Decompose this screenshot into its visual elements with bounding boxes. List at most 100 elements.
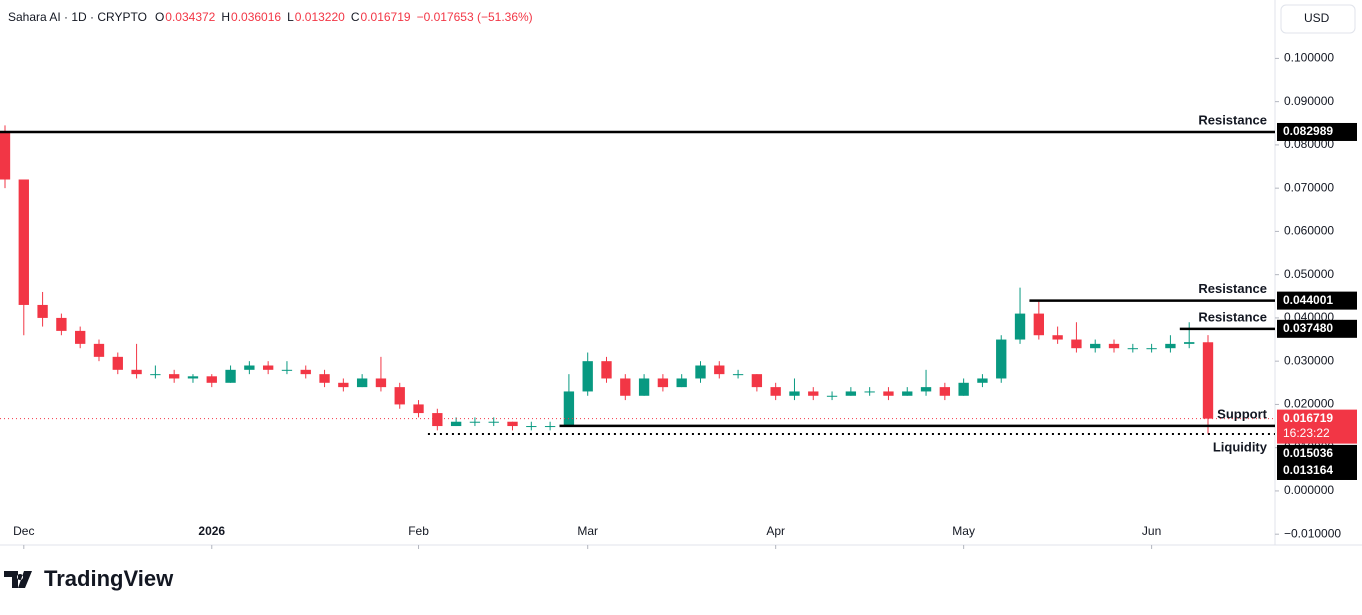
x-tick-label: Dec <box>13 524 34 538</box>
candle-body <box>131 369 142 375</box>
candle-body <box>1090 343 1101 349</box>
x-tick-label: Mar <box>577 524 598 538</box>
candle-body <box>958 382 969 396</box>
y-tick-label: 0.060000 <box>1284 224 1334 238</box>
candle-body <box>620 378 631 396</box>
candle-body <box>789 391 800 396</box>
candle-body <box>920 387 932 392</box>
candle-body <box>262 365 274 370</box>
candle-body <box>338 382 349 388</box>
change: −0.017653 (−51.36%) <box>417 10 533 24</box>
candle-body <box>601 361 612 379</box>
ohlc-value: 0.016719 <box>361 10 411 24</box>
y-tick-label: 0.050000 <box>1284 267 1334 281</box>
candle-body <box>770 387 781 396</box>
candle-body <box>507 421 518 427</box>
price-badge-label: 0.015036 <box>1283 446 1333 460</box>
level-name: Resistance <box>1198 309 1267 324</box>
currency[interactable]: USD <box>1304 11 1330 25</box>
x-tick-label: May <box>952 524 975 538</box>
candle-body <box>432 413 443 427</box>
candle-body <box>450 421 462 427</box>
candle-body <box>281 369 293 371</box>
candle-body <box>169 374 180 379</box>
candle-body <box>300 369 311 375</box>
candle-body <box>93 343 105 357</box>
candle-body <box>112 356 123 370</box>
candle-body <box>469 421 481 423</box>
ohlc-key: O <box>155 10 164 24</box>
y-tick-label: 0.000000 <box>1284 483 1334 497</box>
level-name: Resistance <box>1198 281 1267 296</box>
candle-body <box>864 391 875 393</box>
candle-body <box>1014 313 1026 340</box>
last-price-label: 0.016719 <box>1283 411 1333 425</box>
logo: TradingView <box>4 566 174 591</box>
price-badge-label: 0.082989 <box>1283 124 1333 138</box>
candle-body <box>657 378 669 388</box>
candle-body <box>563 391 575 427</box>
price-badge-label: 0.037480 <box>1283 321 1333 335</box>
candle-body <box>319 374 330 383</box>
y-tick-label: 0.070000 <box>1284 180 1334 194</box>
price-badge <box>1277 319 1357 338</box>
candle-body <box>18 179 29 305</box>
candle-body <box>0 131 11 180</box>
candle-body <box>225 369 236 383</box>
candle-body <box>1033 313 1044 336</box>
candle-body <box>75 330 86 344</box>
x-tick-label: 2026 <box>198 524 225 538</box>
candle-body <box>187 376 199 379</box>
candle-body <box>996 339 1007 379</box>
candle-body <box>1108 343 1120 349</box>
candle-body <box>37 304 48 318</box>
price-badge <box>1277 122 1357 141</box>
candle-body <box>394 387 405 405</box>
price-badge <box>1277 444 1357 463</box>
price-badge-label: 0.044001 <box>1283 293 1333 307</box>
y-tick-label: 0.020000 <box>1284 397 1334 411</box>
chart-bg <box>0 0 1362 545</box>
symbol: Sahara AI · 1D · CRYPTO <box>8 10 147 24</box>
candle-body <box>751 374 763 388</box>
last-price-badge <box>1277 409 1357 444</box>
candle-body <box>883 391 894 396</box>
candle-body <box>714 365 725 375</box>
ohlc-key: C <box>351 10 360 24</box>
candle-body <box>356 378 368 388</box>
y-tick-label: −0.010000 <box>1284 526 1341 540</box>
price-badge <box>1277 291 1357 310</box>
currency-button[interactable] <box>1280 4 1356 34</box>
candle-body <box>1052 335 1063 340</box>
candle-body <box>413 404 424 414</box>
level-name: Resistance <box>1198 112 1267 127</box>
candle-body <box>1202 342 1214 419</box>
x-tick-label: Jun <box>1142 524 1161 538</box>
price-badge-label: 0.013164 <box>1283 463 1333 477</box>
ohlc-key: H <box>221 10 230 24</box>
candle-body <box>826 395 838 397</box>
candle-body <box>375 378 387 388</box>
ohlc-value: 0.036016 <box>231 10 281 24</box>
ohlc-key: L <box>287 10 294 24</box>
candle-body <box>902 391 913 396</box>
candle-body <box>977 378 988 383</box>
y-tick-label: 0.030000 <box>1284 353 1334 367</box>
level-name: Liquidity <box>1213 439 1268 454</box>
ohlc-value: 0.013220 <box>295 10 345 24</box>
candle-body <box>150 374 161 376</box>
candle-body <box>732 374 744 376</box>
candle-body <box>582 361 593 392</box>
candle-body <box>1127 348 1138 350</box>
candle-body <box>526 426 537 428</box>
logo-icon <box>4 571 32 588</box>
candle-body <box>1184 342 1195 344</box>
price-badge <box>1277 461 1357 480</box>
x-tick-label: Feb <box>408 524 429 538</box>
y-tick-label: 0.100000 <box>1284 51 1334 65</box>
candle-body <box>56 317 67 331</box>
candle-body <box>488 421 499 423</box>
level-name: Support <box>1217 406 1267 421</box>
